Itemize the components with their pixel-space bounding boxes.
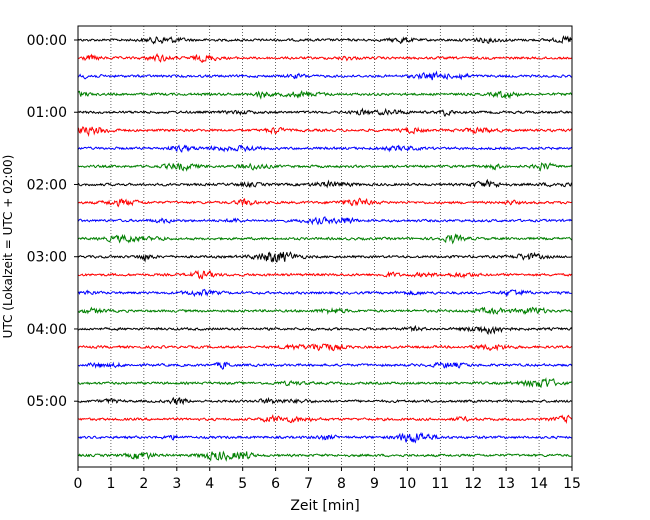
y-axis-ticks: 00:00 01:00 02:00 03:00 04:00 05:00 — [27, 33, 78, 410]
x-axis-label: Zeit [min] — [290, 498, 359, 514]
trace-row-21 — [77, 414, 573, 424]
trace-row-0 — [77, 35, 573, 45]
trace-row-12 — [77, 251, 573, 263]
x-tick-label: 6 — [271, 476, 280, 492]
trace-row-19 — [77, 377, 573, 389]
x-tick-label: 5 — [238, 476, 247, 492]
y-tick-label: 00:00 — [27, 33, 67, 49]
trace-row-20 — [77, 396, 573, 406]
x-axis-ticks: 0 1 2 3 4 5 6 7 8 9 10 11 12 13 14 15 — [74, 467, 581, 492]
x-tick-label: 3 — [172, 476, 181, 492]
trace-row-23 — [77, 450, 573, 462]
x-tick-label: 0 — [74, 476, 83, 492]
trace-row-15 — [77, 306, 573, 315]
x-tick-label: 12 — [464, 476, 482, 492]
plot-frame — [77, 25, 573, 468]
trace-row-2 — [77, 70, 573, 81]
trace-row-7 — [77, 162, 573, 172]
trace-row-22 — [77, 431, 573, 444]
trace-row-18 — [77, 361, 573, 370]
trace-row-11 — [77, 233, 573, 245]
trace-row-5 — [77, 126, 573, 138]
trace-row-4 — [77, 107, 573, 118]
y-tick-label: 04:00 — [27, 322, 67, 338]
trace-row-13 — [77, 269, 573, 280]
seismic-traces — [77, 35, 573, 462]
x-tick-label: 13 — [497, 476, 515, 492]
x-tick-label: 8 — [337, 476, 346, 492]
y-axis-label: UTC (Lokalzeit = UTC + 02:00) — [1, 155, 15, 339]
y-tick-label: 01:00 — [27, 105, 67, 121]
trace-row-16 — [77, 324, 573, 335]
x-tick-label: 10 — [398, 476, 416, 492]
x-tick-label: 4 — [205, 476, 214, 492]
x-tick-label: 2 — [139, 476, 148, 492]
trace-row-10 — [77, 216, 573, 226]
y-tick-label: 02:00 — [27, 177, 67, 193]
trace-row-8 — [77, 178, 573, 189]
trace-row-17 — [77, 343, 573, 352]
x-tick-label: 9 — [370, 476, 379, 492]
x-tick-label: 15 — [563, 476, 581, 492]
trace-row-6 — [77, 144, 573, 153]
y-tick-label: 03:00 — [27, 250, 67, 266]
x-tick-label: 7 — [304, 476, 313, 492]
trace-row-1 — [77, 52, 573, 63]
x-tick-label: 11 — [431, 476, 449, 492]
y-tick-label: 05:00 — [27, 394, 67, 410]
trace-row-14 — [77, 288, 573, 298]
x-tick-label: 1 — [106, 476, 115, 492]
x-tick-label: 14 — [530, 476, 548, 492]
trace-row-3 — [77, 90, 573, 100]
trace-row-9 — [77, 197, 573, 208]
